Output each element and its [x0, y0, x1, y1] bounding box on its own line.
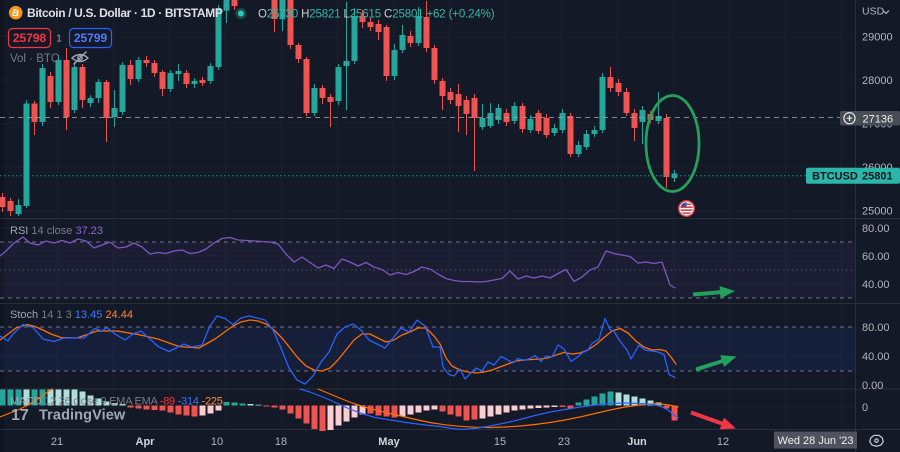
svg-text:25799: 25799	[74, 31, 108, 45]
svg-text:Vol · BTC: Vol · BTC	[10, 53, 59, 65]
svg-text:Wed 28 Jun '23: Wed 28 Jun '23	[778, 435, 854, 447]
svg-text:May: May	[378, 436, 400, 448]
svg-text:40.00: 40.00	[862, 351, 890, 363]
svg-text:TradingView: TradingView	[39, 408, 126, 424]
svg-text:25801: 25801	[862, 171, 893, 183]
svg-text:40.00: 40.00	[862, 279, 890, 291]
svg-text:B: B	[11, 8, 20, 20]
svg-text:18: 18	[275, 436, 287, 448]
svg-text:Jun: Jun	[627, 436, 647, 448]
svg-text:80.00: 80.00	[862, 322, 890, 334]
svg-text:RSI 14 close 37.23: RSI 14 close 37.23	[10, 225, 103, 237]
svg-text:21: 21	[51, 436, 63, 448]
svg-text:25000: 25000	[862, 206, 893, 218]
svg-text:29000: 29000	[862, 32, 893, 44]
svg-text:60.00: 60.00	[862, 251, 890, 263]
svg-text:80.00: 80.00	[862, 223, 890, 235]
svg-text:27136: 27136	[863, 113, 894, 125]
svg-text:23: 23	[558, 436, 570, 448]
svg-text:Stoch 14 1 3 13.45 24.44: Stoch 14 1 3 13.45 24.44	[10, 309, 133, 321]
svg-text:0: 0	[862, 402, 868, 414]
svg-text:17: 17	[11, 407, 29, 424]
svg-text:25798: 25798	[13, 31, 47, 45]
svg-text:Apr: Apr	[136, 436, 156, 448]
svg-text:12: 12	[717, 436, 729, 448]
svg-text:Bitcoin / U.S. Dollar · 1D · B: Bitcoin / U.S. Dollar · 1D · BITSTAMP	[27, 6, 223, 20]
svg-text:O25730 H25821 L25615 C25801 +6: O25730 H25821 L25615 C25801 +62 (+0.24%)	[258, 8, 495, 20]
svg-text:0.00: 0.00	[862, 380, 883, 392]
svg-text:28000: 28000	[862, 75, 893, 87]
svg-text:MACD 12 26 close 9 EMA EMA -89: MACD 12 26 close 9 EMA EMA -89 -314 -225	[10, 396, 223, 408]
svg-text:BTCUSD: BTCUSD	[812, 171, 858, 183]
svg-text:USD: USD	[862, 6, 885, 18]
svg-text:1: 1	[56, 34, 62, 45]
svg-text:15: 15	[494, 436, 506, 448]
svg-text:10: 10	[211, 436, 223, 448]
